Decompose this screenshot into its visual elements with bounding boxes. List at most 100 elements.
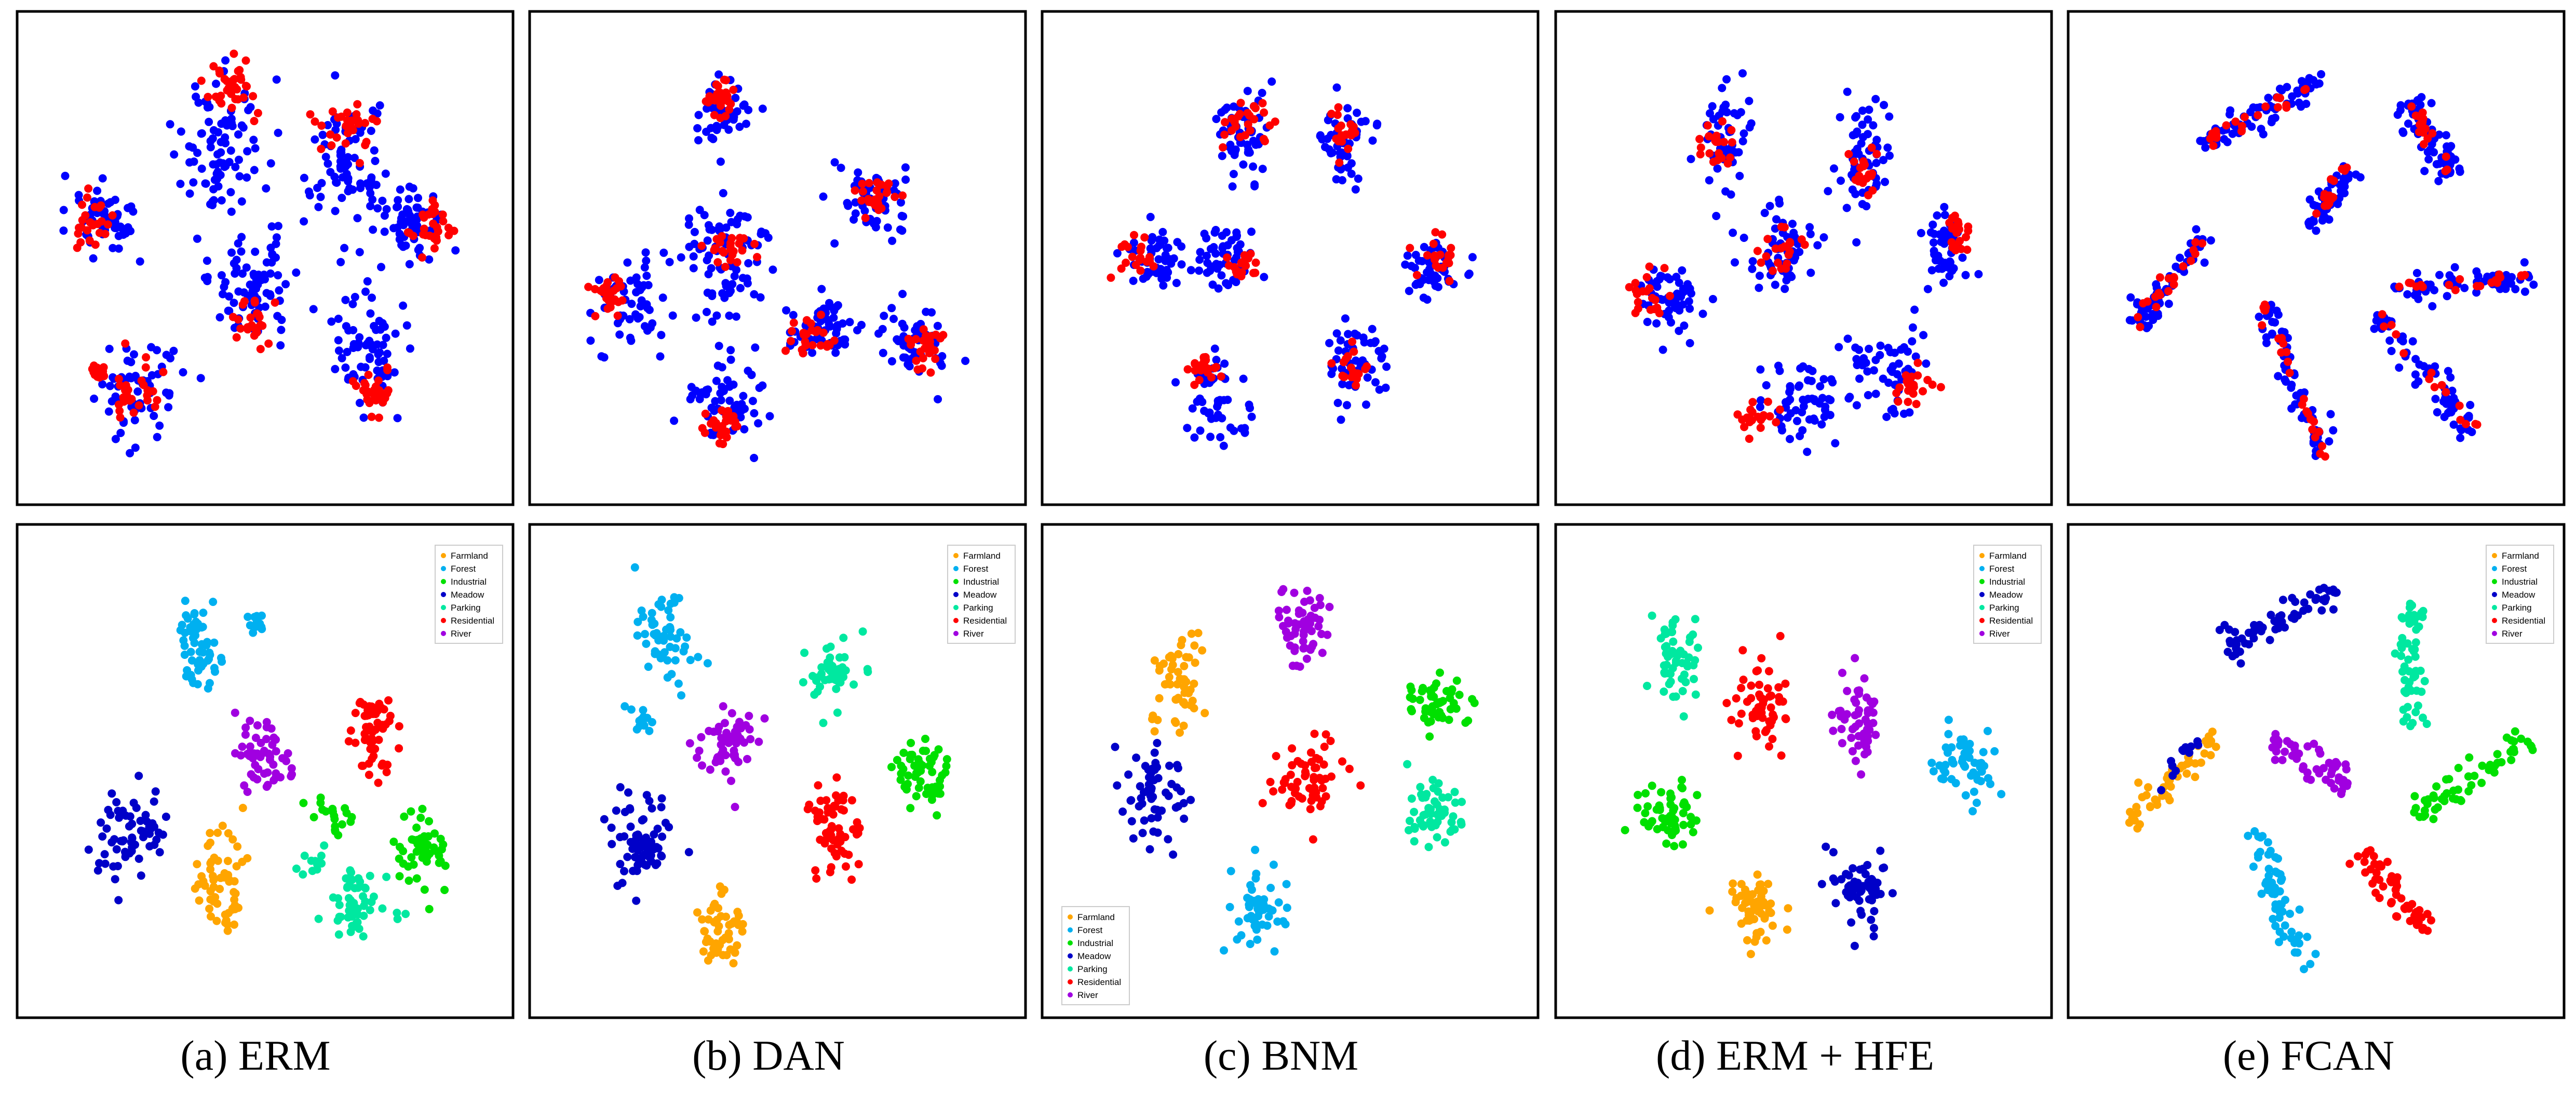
scatter-point <box>2310 739 2318 748</box>
scatter-point <box>1687 813 1695 821</box>
scatter-point <box>2366 865 2375 874</box>
scatter-point <box>871 201 880 210</box>
scatter-point <box>816 317 825 326</box>
scatter-point <box>896 775 905 784</box>
scatter-point <box>1865 344 1873 353</box>
scatter-point <box>1279 778 1288 787</box>
scatter-point <box>657 331 666 340</box>
scatter-point <box>1201 353 1210 361</box>
scatter-point <box>742 119 750 128</box>
scatter-point <box>2356 173 2365 182</box>
scatter-point <box>2191 773 2200 781</box>
legend-label-meadow: Meadow <box>1989 590 2023 600</box>
panel-domain-1 <box>16 10 515 506</box>
scatter-point <box>2472 288 2481 297</box>
scatter-point <box>841 340 849 349</box>
scatter-point <box>1844 150 1853 158</box>
scatter-point <box>897 769 906 778</box>
scatter-point <box>2302 100 2311 108</box>
scatter-point <box>1690 674 1698 683</box>
scatter-point <box>367 702 376 711</box>
scatter-point <box>1220 396 1229 404</box>
scatter-point <box>2278 596 2287 604</box>
scatter-point <box>713 927 722 936</box>
scatter-point <box>1403 251 1412 260</box>
scatter-point <box>817 663 826 672</box>
scatter-point <box>1671 304 1680 313</box>
scatter-point <box>2321 452 2329 461</box>
scatter-point <box>132 803 141 812</box>
scatter-point <box>412 824 421 832</box>
legend-marker-river <box>1979 631 1985 636</box>
scatter-point <box>418 253 426 262</box>
scatter-point <box>193 860 201 869</box>
scatter-point <box>695 747 704 755</box>
scatter-point <box>130 416 139 425</box>
scatter-point <box>2250 827 2259 835</box>
scatter-point <box>181 628 190 637</box>
scatter-point <box>374 413 383 422</box>
scatter-point <box>1186 266 1195 275</box>
scatter-point <box>2249 103 2258 112</box>
scatter-point <box>1210 228 1219 237</box>
scatter-point <box>346 726 355 735</box>
scatter-point <box>1411 280 1420 289</box>
scatter-point <box>1191 658 1199 667</box>
scatter-point <box>2416 666 2425 675</box>
legend-marker-industrial <box>953 579 959 584</box>
scatter-point <box>93 372 102 381</box>
scatter-point <box>2425 374 2434 383</box>
scatter-point <box>2272 306 2281 315</box>
scatter-point <box>2206 751 2215 760</box>
scatter-point <box>1670 842 1679 851</box>
scatter-point <box>237 197 246 206</box>
scatter-point <box>1290 646 1299 655</box>
scatter-point <box>1159 659 1168 668</box>
scatter-point <box>1427 692 1436 701</box>
legend-marker-farmland <box>441 553 446 558</box>
scatter-point <box>1857 886 1866 895</box>
scatter-point <box>1894 397 1903 406</box>
scatter-point <box>378 722 386 731</box>
scatter-point <box>736 284 745 292</box>
scatter-point <box>257 276 266 285</box>
scatter-point <box>621 702 629 711</box>
scatter-point <box>663 656 672 665</box>
scatter-point <box>726 100 735 109</box>
scatter-point <box>642 272 651 280</box>
scatter-point <box>1665 306 1674 315</box>
scatter-point <box>354 905 362 913</box>
scatter-point <box>1420 713 1428 722</box>
scatter-point <box>391 329 400 338</box>
scatter-point <box>723 376 732 385</box>
scatter-point <box>1739 234 1748 242</box>
scatter-point <box>337 149 346 157</box>
scatter-point <box>438 210 447 219</box>
scatter-point <box>632 831 641 840</box>
scatter-point <box>2166 782 2175 791</box>
scatter-point <box>685 214 693 223</box>
scatter-point <box>372 117 381 126</box>
scatter-point <box>1869 708 1878 717</box>
scatter-point <box>228 835 237 844</box>
scatter-point <box>2274 624 2283 632</box>
scatter-point <box>152 835 161 844</box>
scatter-point <box>718 383 726 392</box>
scatter-point <box>1154 255 1163 264</box>
scatter-point <box>1345 764 1354 773</box>
scatter-point <box>614 298 623 306</box>
scatter-point <box>689 252 698 261</box>
scatter-point <box>717 396 725 404</box>
scatter-point <box>1433 833 1441 842</box>
scatter-point <box>84 184 93 193</box>
scatter-point <box>2144 783 2152 792</box>
scatter-point <box>122 811 130 820</box>
scatter-point <box>2456 167 2464 176</box>
scatter-point <box>365 771 373 779</box>
scatter-point <box>1755 272 1764 280</box>
scatter-point <box>1164 244 1172 252</box>
scatter-point <box>368 293 376 302</box>
scatter-point <box>1869 932 1878 941</box>
scatter-point <box>723 737 732 746</box>
